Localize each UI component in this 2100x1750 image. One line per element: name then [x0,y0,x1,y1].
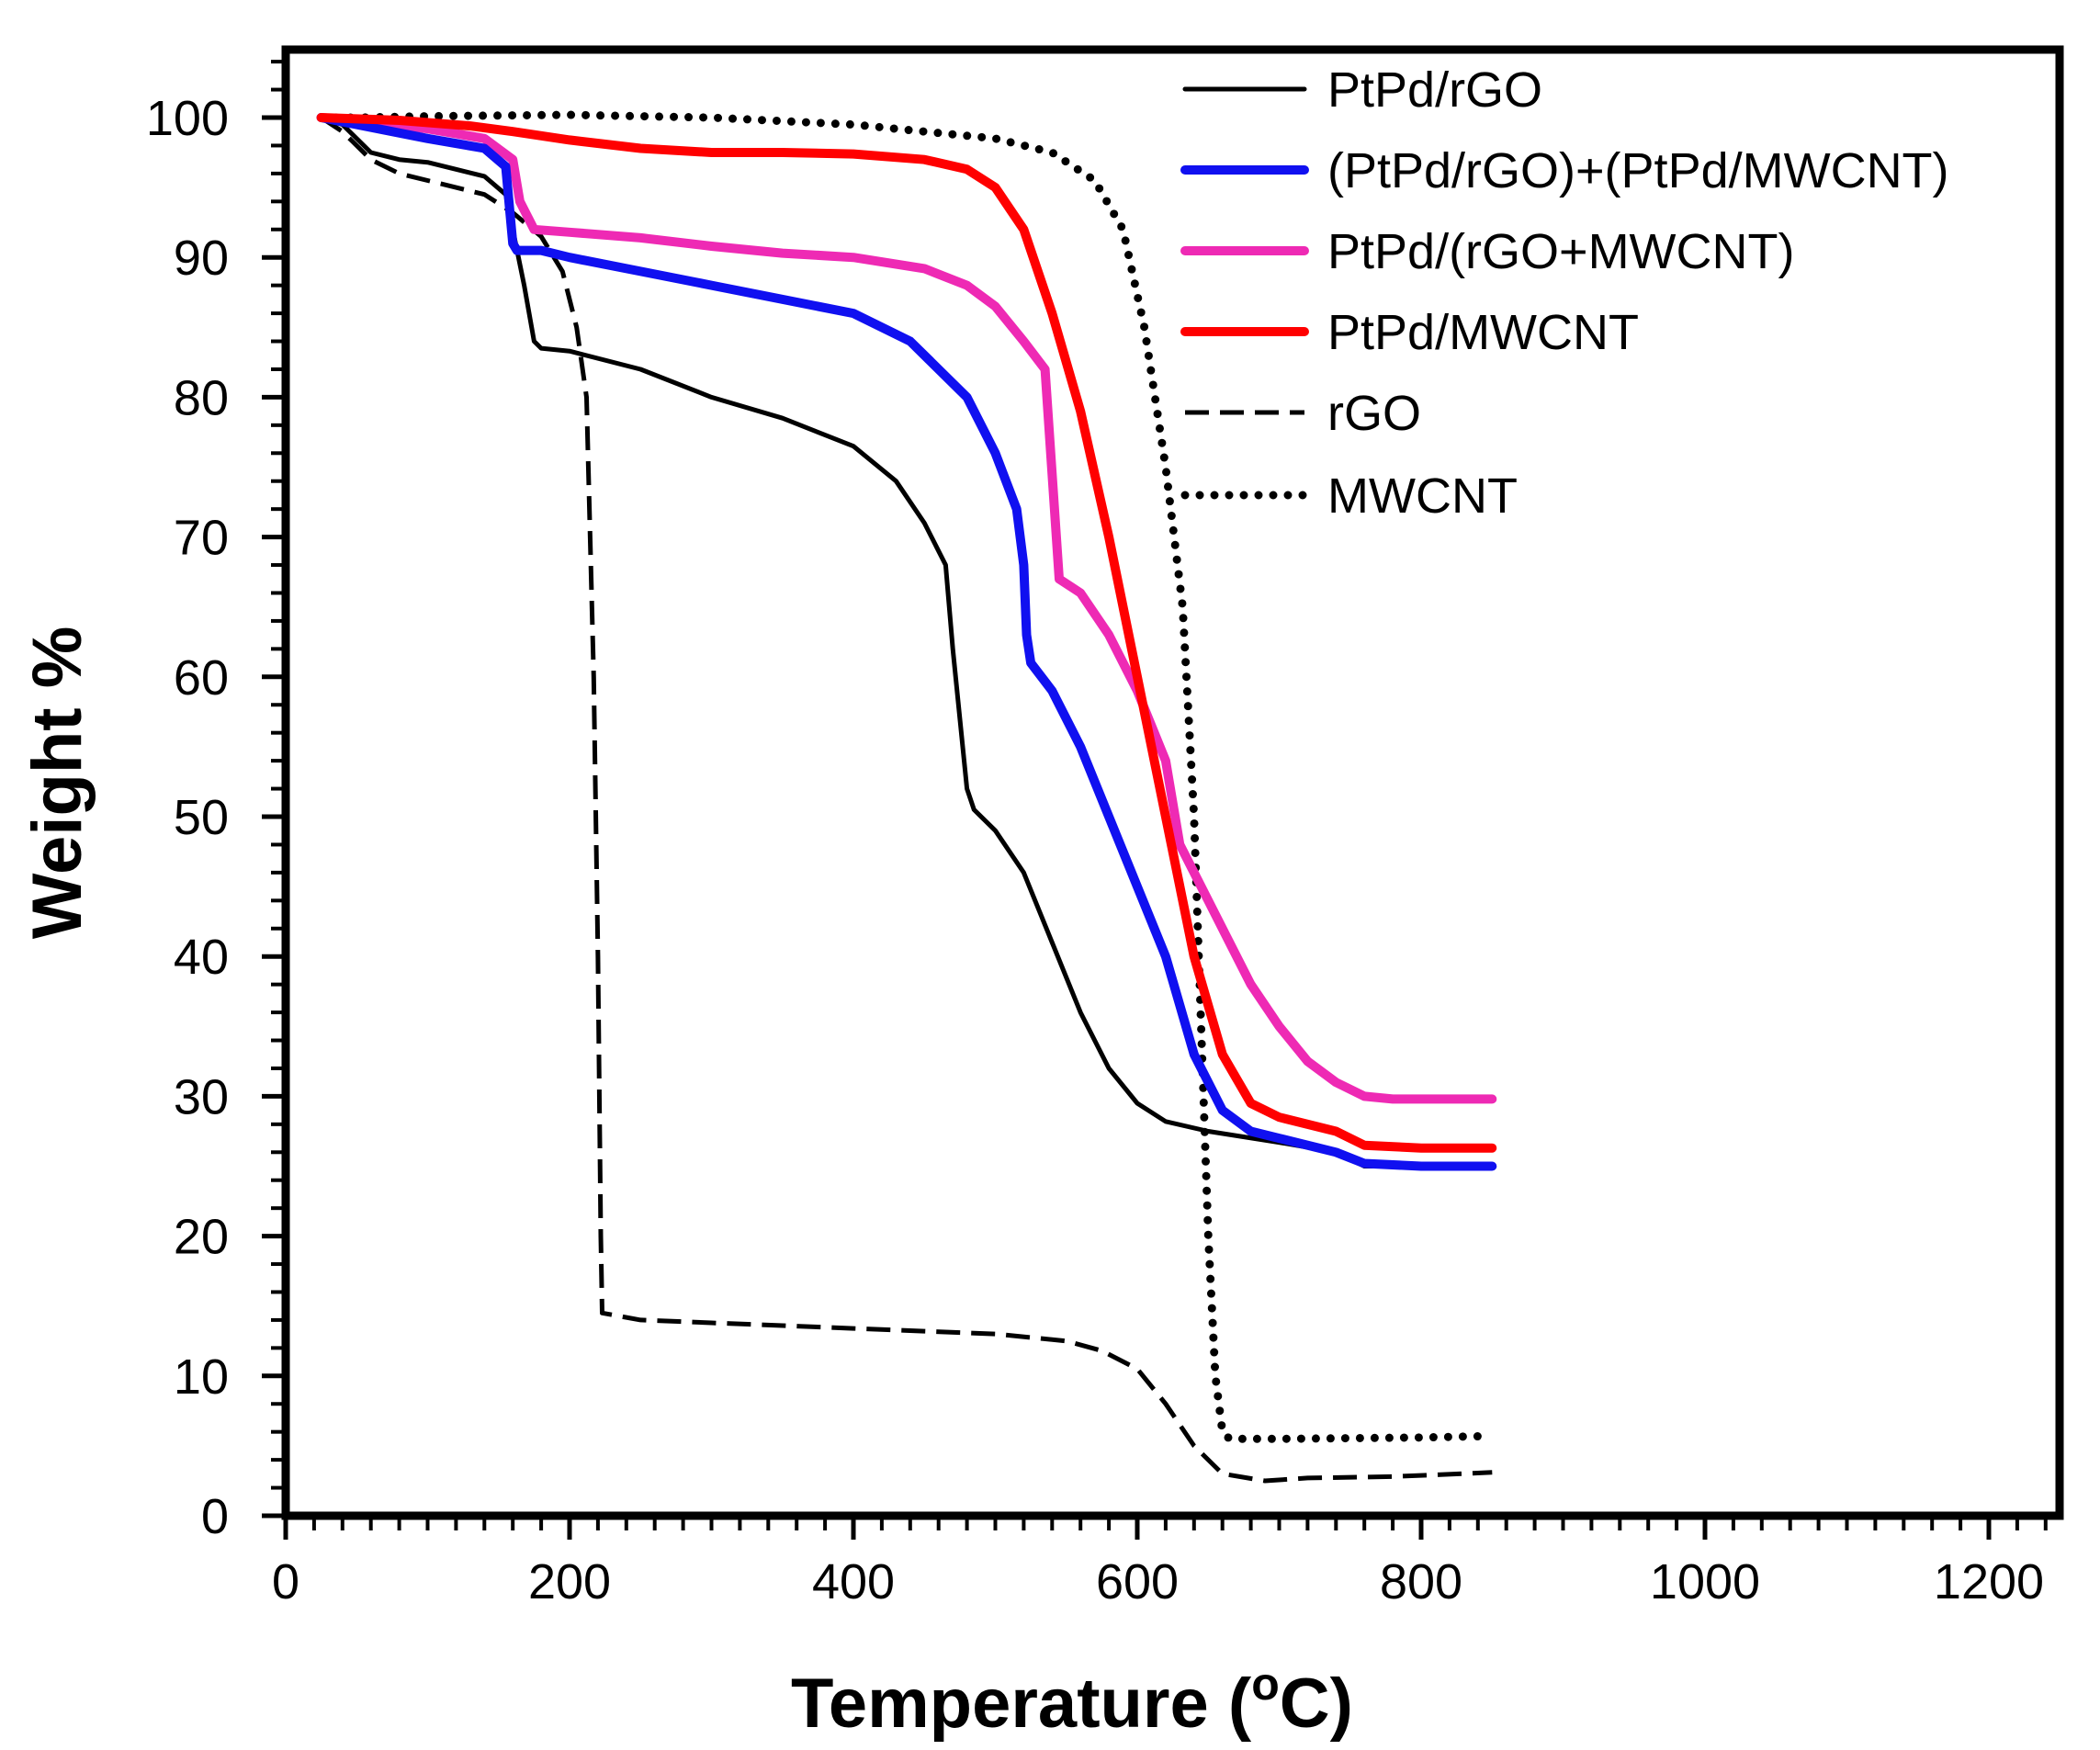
series-line-mwcnt [317,110,1496,1443]
x-tick-label: 1200 [1934,1554,2044,1609]
legend-label-ptpd-mwcnt: PtPd/MWCNT [1327,305,1639,360]
series-line-rgo [320,115,1493,1484]
x-axis-title-main: Temperature ( [791,1665,1252,1743]
y-tick-label: 80 [174,370,229,425]
x-tick-labels: 0 200 400 600 800 1000 1200 [272,1554,2044,1609]
x-tick-label: 200 [528,1554,611,1609]
y-axis-title: Weight % [18,627,96,940]
y-tick-label: 30 [174,1069,229,1124]
x-tick-label: 1000 [1650,1554,1760,1609]
x-minor-ticks [311,1516,2048,1530]
plot-frame [281,45,2064,1520]
y-tick-label: 90 [174,231,229,286]
legend-label-ptpd-rgo-ptpd-mwcnt: (PtPd/rGO)+(PtPd/MWCNT) [1327,143,1949,198]
y-minor-ticks [271,60,286,1490]
y-tick-labels: 0 10 20 30 40 50 60 70 80 90 100 [146,91,229,1544]
y-tick-label: 20 [174,1210,229,1265]
y-tick-label: 50 [174,790,229,845]
series-line-ptpd-rgo-mwcnt [316,113,1497,1104]
y-tick-label: 40 [174,930,229,985]
x-axis-title-degree: o [1251,1658,1280,1710]
x-axis-title: Temperature (oC) [791,1658,1353,1743]
x-axis-title-unit: C) [1280,1665,1353,1743]
series-line-ptpd-mwcnt [316,113,1497,1153]
x-tick-label: 0 [272,1554,299,1609]
legend-label-mwcnt: MWCNT [1327,469,1518,524]
series-line-ptpd-rgo [319,115,1495,1169]
legend-label-rgo: rGO [1327,386,1421,441]
x-tick-label: 400 [812,1554,895,1609]
y-major-ticks [262,115,286,1519]
y-tick-label: 0 [201,1489,229,1544]
x-tick-label: 800 [1380,1554,1462,1609]
y-tick-label: 10 [174,1349,229,1405]
legend-label-ptpd-rgo-mwcnt: PtPd/(rGO+MWCNT) [1327,224,1795,279]
series-lines [316,110,1497,1484]
series-line-ptpd-rgo-ptpd-mwcnt [316,113,1497,1171]
y-tick-label: 100 [146,91,229,146]
legend: PtPd/rGO (PtPd/rGO)+(PtPd/MWCNT) PtPd/(r… [1180,62,1949,524]
y-tick-label: 70 [174,511,229,566]
x-major-ticks [283,1516,1992,1540]
legend-label-ptpd-rgo: PtPd/rGO [1327,62,1542,118]
x-tick-label: 600 [1096,1554,1179,1609]
y-tick-label: 60 [174,650,229,706]
